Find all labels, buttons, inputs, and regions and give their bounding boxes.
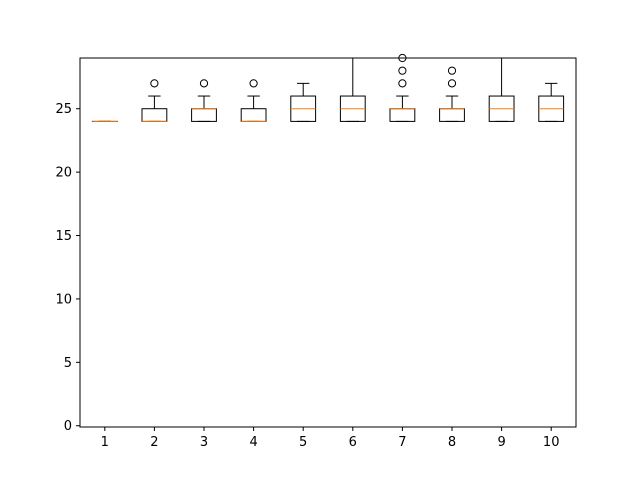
- x-tick-label: 8: [448, 435, 456, 450]
- x-tick-label: 2: [150, 435, 158, 450]
- x-tick-label: 7: [398, 435, 406, 450]
- y-tick-label: 5: [64, 356, 72, 371]
- y-tick-label: 0: [64, 419, 72, 434]
- x-tick-label: 1: [101, 435, 109, 450]
- x-tick-label: 4: [249, 435, 257, 450]
- y-tick-label: 10: [55, 292, 72, 307]
- y-tick-label: 20: [55, 166, 72, 181]
- x-tick-label: 3: [200, 435, 208, 450]
- y-tick-label: 25: [55, 102, 72, 117]
- x-tick-label: 10: [543, 435, 560, 450]
- x-tick-label: 5: [299, 435, 307, 450]
- x-tick-label: 9: [497, 435, 505, 450]
- plot-area: [80, 58, 576, 427]
- x-tick-label: 6: [349, 435, 357, 450]
- y-tick-label: 15: [55, 229, 72, 244]
